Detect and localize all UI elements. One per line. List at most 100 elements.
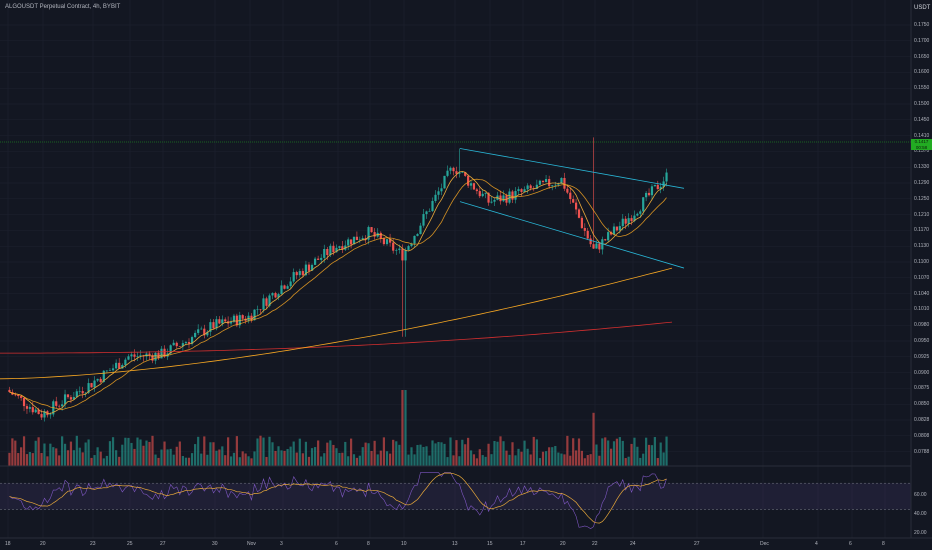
candle-body [665, 172, 668, 182]
candle-body [194, 332, 197, 338]
volume-bar [511, 442, 514, 466]
volume-bar [618, 437, 621, 466]
candle-body [523, 189, 526, 192]
volume-bar [133, 448, 136, 466]
candle [574, 198, 578, 215]
volume-bar [505, 450, 508, 466]
volume-bar [609, 448, 613, 466]
candle-body [63, 394, 67, 405]
candle-body [22, 397, 26, 407]
volume-bar [358, 455, 361, 466]
volume-bar [37, 437, 40, 466]
candlestick-series [8, 137, 668, 422]
candle-body [187, 342, 191, 344]
volume-bar [493, 440, 496, 466]
candle [289, 277, 292, 289]
candle-body [662, 181, 665, 187]
candle-body [241, 315, 244, 319]
candle-body [332, 245, 335, 253]
volume-bar [206, 454, 209, 466]
time-tick-label: 23 [90, 541, 96, 547]
price-tick-label: 0.0828 [914, 417, 930, 423]
price-tick-label: 0.1290 [914, 180, 930, 186]
volume-bar [452, 455, 455, 466]
candle [295, 270, 298, 280]
price-tick-label: 0.0980 [914, 322, 930, 329]
candle-body [203, 328, 206, 336]
candle-body [514, 190, 517, 200]
last-price-value: 0.1417 [914, 139, 929, 144]
candle [523, 186, 526, 193]
volume-bar [58, 455, 61, 466]
candle [232, 313, 236, 324]
candle-body [358, 239, 361, 241]
candle-body [304, 264, 308, 276]
volume-bar [385, 451, 389, 466]
candle [224, 317, 227, 322]
volume-bar [434, 443, 437, 466]
volume-bar [472, 454, 476, 466]
volume-bar [271, 442, 274, 466]
volume-bar [31, 453, 34, 466]
candle-body [347, 239, 350, 246]
candle [440, 183, 443, 196]
candle [271, 292, 274, 300]
time-tick-label: 20 [560, 541, 566, 547]
volume-bar [72, 450, 75, 466]
candle-body [200, 328, 203, 330]
volume-bar [244, 453, 247, 466]
candle [298, 268, 301, 278]
volume-bar [295, 452, 298, 466]
volume-bar [338, 452, 341, 466]
candle [20, 395, 23, 401]
candle-body [292, 272, 295, 282]
candle-body [75, 391, 78, 398]
volume-bar [352, 454, 356, 466]
candle-body [592, 244, 595, 249]
candle-body [612, 226, 616, 235]
volume-bar [187, 457, 191, 466]
symbol-title[interactable]: ALGOUSDT Perpetual Contract, 4h, BYBIT [5, 4, 121, 10]
volume-bar [440, 442, 443, 466]
time-tick-label: 25 [127, 541, 133, 547]
volume-bar [28, 451, 31, 466]
volume-bar [529, 454, 532, 466]
candle [313, 256, 317, 266]
candle-body [8, 389, 11, 393]
volume-bar [172, 454, 175, 466]
candle [358, 236, 361, 244]
candle [467, 174, 470, 188]
volume-bar [398, 444, 401, 466]
volume-bar [20, 447, 23, 466]
candle [422, 209, 425, 228]
volume-bar [621, 440, 624, 466]
candle [347, 237, 350, 250]
candle-body [446, 170, 449, 176]
volume-bar [659, 442, 662, 466]
volume-bar [532, 436, 535, 466]
candle-body [108, 370, 112, 371]
candle [301, 268, 304, 278]
candle-body [410, 243, 413, 247]
candle [367, 225, 370, 245]
volume-bar [151, 435, 154, 466]
candle [373, 228, 376, 240]
candle [75, 388, 78, 398]
volume-bar [34, 440, 37, 466]
volume-bar [43, 443, 46, 466]
time-tick-label: 27 [160, 541, 166, 547]
currency-unit[interactable]: USDT [914, 5, 931, 11]
candle [280, 280, 283, 295]
candle-body [34, 409, 37, 413]
candle-body [615, 226, 619, 231]
candle [90, 382, 93, 388]
last-price-badge: 0.1417 00:58 [911, 139, 932, 150]
candle [401, 244, 404, 337]
candle [96, 378, 99, 383]
time-tick-label: 20 [40, 541, 46, 547]
price-tick-label: 0.0788 [914, 448, 930, 455]
candle-body [326, 248, 329, 256]
price-tick-label: 0.0900 [914, 369, 930, 376]
time-tick-label: 10 [401, 541, 407, 547]
